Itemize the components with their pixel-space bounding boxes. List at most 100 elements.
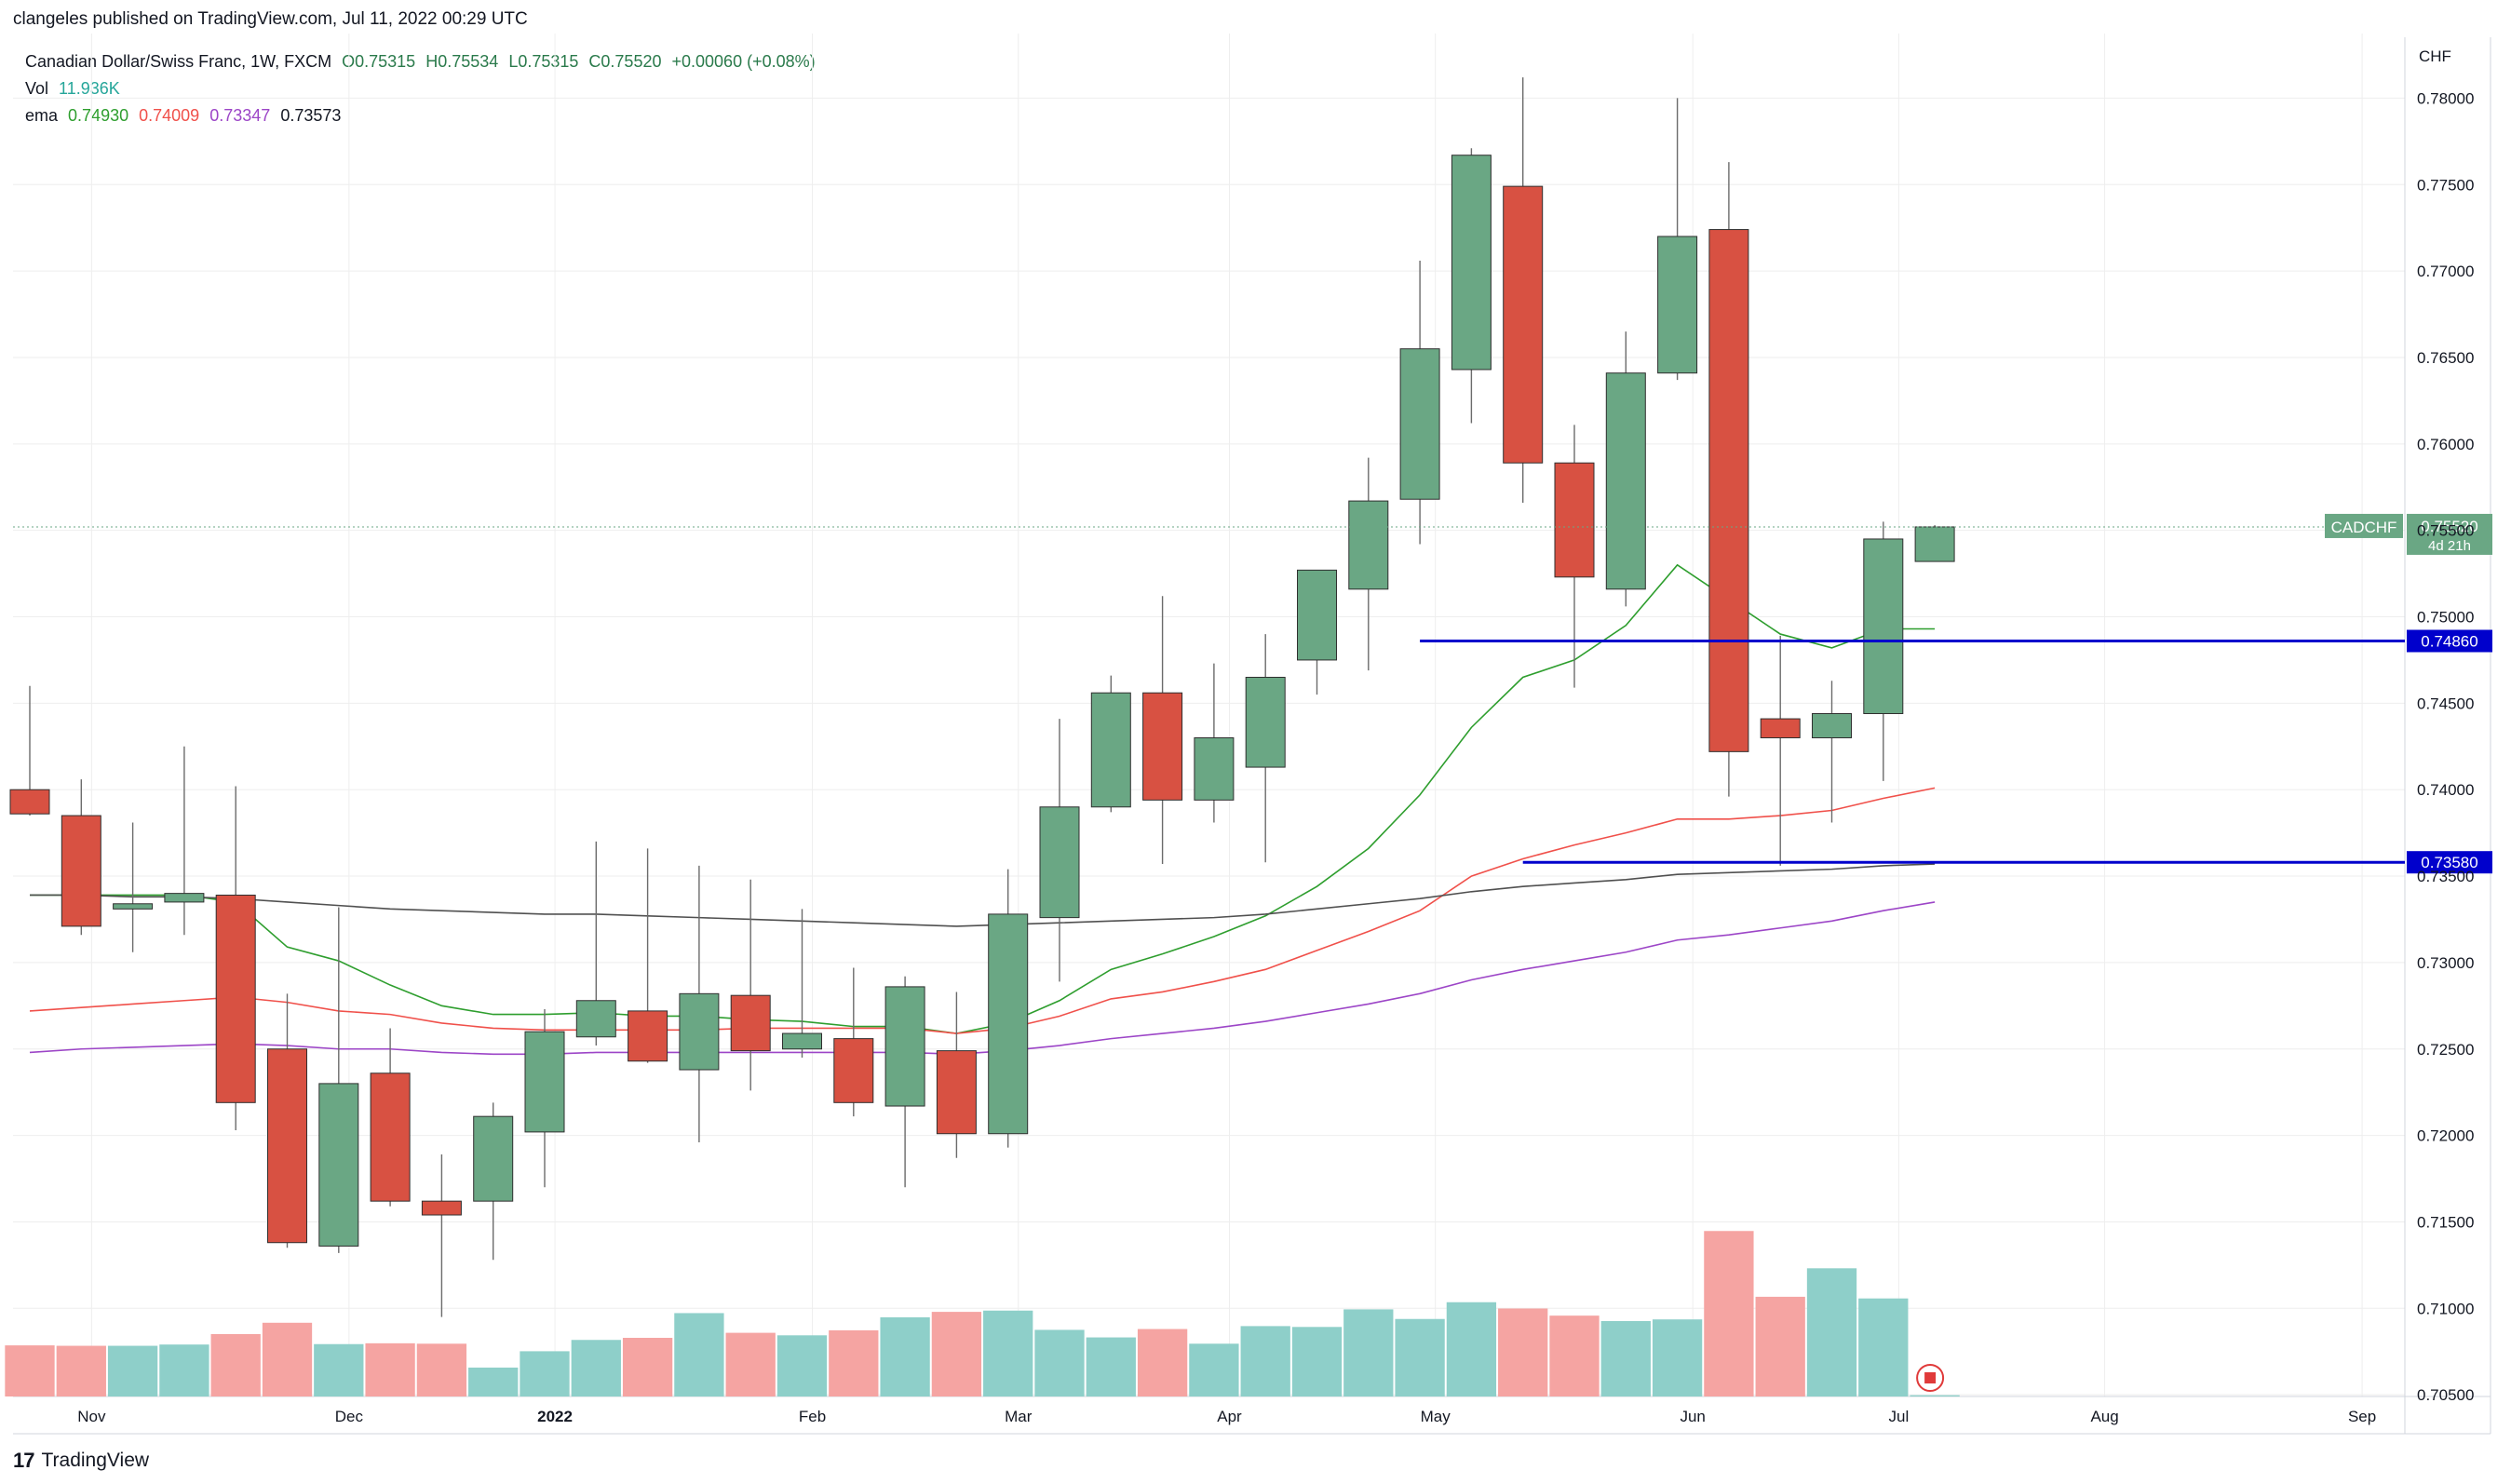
volume-bar [1291, 1327, 1343, 1396]
ema4-line [30, 863, 1936, 927]
candle-body [1812, 713, 1852, 738]
legend-open: O0.75315 [342, 52, 416, 71]
y-tick-label: 0.71000 [2417, 1300, 2474, 1317]
tradingview-brand[interactable]: 17 TradingView [13, 1449, 149, 1473]
volume-bar [571, 1340, 621, 1396]
last-price-label: 0.75520 [2421, 518, 2477, 535]
candle-body [1863, 538, 1904, 715]
volume-bar [468, 1367, 519, 1396]
y-tick-label: 0.76000 [2417, 436, 2474, 453]
chart-legend: Canadian Dollar/Swiss Franc, 1W, FXCM O0… [25, 48, 821, 129]
candle-body [833, 1038, 874, 1103]
symbol-badge-bg [2325, 513, 2403, 538]
x-tick-label: Jun [1680, 1408, 1705, 1425]
candle-body [1245, 677, 1286, 768]
candle-body [1348, 500, 1389, 590]
volume-bar [159, 1344, 209, 1396]
candle-body [1760, 718, 1801, 738]
volume-bar [314, 1343, 364, 1396]
last-price-label-bg [2407, 513, 2492, 555]
volume-bar [5, 1345, 55, 1396]
candle-body [215, 894, 256, 1103]
candle-body [164, 893, 205, 903]
volume-bar [1086, 1337, 1136, 1396]
volume-bar [725, 1332, 776, 1396]
legend-ema-2: 0.74009 [139, 106, 200, 125]
volume-bar [1498, 1308, 1548, 1396]
volume-bar [56, 1345, 106, 1396]
y-tick-label: 0.70500 [2417, 1386, 2474, 1404]
candle-body [9, 789, 50, 815]
candle-body [473, 1115, 514, 1202]
candle-body [628, 1010, 668, 1062]
legend-change: +0.00060 (+0.08%) [671, 52, 816, 71]
volume-bar [1446, 1302, 1497, 1396]
x-tick-label: May [1421, 1408, 1451, 1425]
candle-body [1503, 185, 1544, 464]
candle-body [1554, 462, 1595, 578]
x-tick-label: Apr [1217, 1408, 1242, 1425]
volume-bar [210, 1333, 261, 1396]
candle-body [113, 903, 154, 910]
y-tick-label: 0.76500 [2417, 349, 2474, 367]
candle-body [524, 1031, 565, 1133]
volume-bar [1034, 1329, 1085, 1396]
candle-body [421, 1200, 462, 1216]
y-tick-label: 0.77000 [2417, 263, 2474, 280]
publisher-line: clangeles published on TradingView.com, … [13, 9, 528, 29]
candle-body [1194, 736, 1235, 801]
candle-body [267, 1048, 307, 1244]
volume-bar [365, 1342, 415, 1396]
y-tick-label: 0.73500 [2417, 868, 2474, 885]
x-tick-label: Jul [1889, 1408, 1910, 1425]
candle-body [1297, 569, 1337, 661]
countdown-label: 4d 21h [2428, 538, 2471, 554]
tradingview-logo-icon: 17 [13, 1449, 35, 1472]
legend-close: C0.75520 [588, 52, 662, 71]
volume-bar [1755, 1296, 1805, 1396]
volume-bar [1395, 1318, 1445, 1396]
x-tick-label: Feb [799, 1408, 826, 1425]
candle-body [730, 994, 771, 1052]
x-tick-label: Aug [2090, 1408, 2118, 1425]
candle-body [318, 1083, 359, 1247]
volume-bar [1704, 1231, 1754, 1396]
candle-body [782, 1032, 822, 1050]
volume-bar [880, 1316, 930, 1396]
horizontal-line-label-bg [2407, 629, 2492, 653]
volume-bar [1858, 1298, 1909, 1396]
volume-bar [262, 1322, 313, 1396]
volume-bar [1549, 1315, 1600, 1396]
legend-low: L0.75315 [508, 52, 579, 71]
candle-body [884, 986, 925, 1107]
candle-body [1090, 692, 1131, 808]
y-tick-label: 0.74500 [2417, 695, 2474, 712]
x-tick-label: Sep [2348, 1408, 2376, 1425]
volume-bar [1600, 1321, 1651, 1396]
legend-ema-1: 0.74930 [68, 106, 129, 125]
candle-body [936, 1050, 977, 1135]
legend-symbol-row: Canadian Dollar/Swiss Franc, 1W, FXCM O0… [25, 48, 821, 75]
currency-label: CHF [2419, 47, 2451, 65]
x-tick-label: Nov [77, 1408, 106, 1425]
volume-bar [622, 1338, 673, 1396]
horizontal-line-label: 0.73580 [2421, 854, 2477, 871]
candle-body [1657, 236, 1698, 374]
candle-body [575, 1000, 616, 1038]
legend-ema-row: ema 0.74930 0.74009 0.73347 0.73573 [25, 102, 821, 129]
y-tick-label: 0.75500 [2417, 522, 2474, 540]
candle-body [1605, 372, 1646, 590]
candle-body [1039, 806, 1080, 919]
candle-body [1914, 526, 1955, 562]
brand-name: TradingView [41, 1450, 150, 1471]
horizontal-line-label-bg [2407, 851, 2492, 874]
symbol-badge: CADCHF [2331, 519, 2397, 536]
legend-volume-row: Vol 11.936K [25, 75, 821, 102]
volume-bar [983, 1310, 1033, 1396]
legend-high: H0.75534 [425, 52, 499, 71]
y-tick-label: 0.71500 [2417, 1213, 2474, 1231]
volume-bar [776, 1335, 828, 1396]
x-tick-label: Dec [335, 1408, 364, 1425]
candle-body [370, 1073, 411, 1202]
